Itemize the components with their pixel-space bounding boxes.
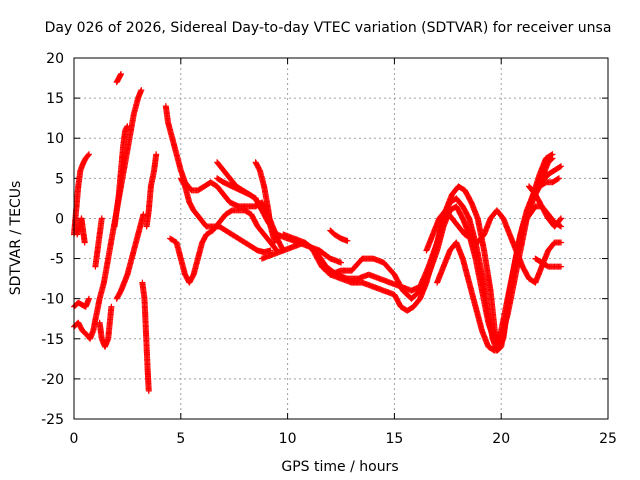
series-arc-22 xyxy=(423,207,564,286)
y-tick-label: 20 xyxy=(46,51,64,67)
data-point-plus-marker xyxy=(558,263,564,270)
data-point-plus-marker xyxy=(271,239,278,246)
data-point-plus-marker xyxy=(558,239,564,246)
data-point-plus-marker xyxy=(124,123,131,130)
data-point-plus-marker xyxy=(108,303,115,310)
data-point-plus-marker xyxy=(344,237,351,244)
data-point-plus-marker xyxy=(98,215,105,222)
data-point-plus-marker xyxy=(556,164,563,170)
x-tick-label: 15 xyxy=(385,431,403,447)
data-point-plus-marker xyxy=(85,152,92,159)
series-arc-11 xyxy=(143,151,160,230)
chart-title: Day 026 of 2026, Sidereal Day-to-day VTE… xyxy=(45,20,612,36)
series-arc-04 xyxy=(74,215,88,246)
axis-layer: 0 5 10 15 20 25 -25 -20 -15 -10 -5 0 5 10 15 20 xyxy=(41,51,617,447)
series-arc-14 xyxy=(177,175,274,256)
series-arc-06 xyxy=(96,303,115,350)
data-marks xyxy=(71,71,564,394)
series-arc-07 xyxy=(111,123,131,230)
data-point-plus-marker xyxy=(138,87,145,94)
series-arc-08 xyxy=(113,71,124,86)
series-arc-16 xyxy=(214,175,265,214)
series-arc-01 xyxy=(71,151,92,238)
data-point-plus-marker xyxy=(118,71,124,77)
plot-frame xyxy=(73,57,609,420)
series-arc-25 xyxy=(532,255,564,270)
data-point-plus-marker xyxy=(557,216,564,223)
data-point-plus-marker xyxy=(153,151,160,158)
y-tick-label: -5 xyxy=(50,252,64,268)
series-arc-20 xyxy=(327,151,556,346)
data-point-plus-marker xyxy=(81,239,88,246)
data-point-plus-marker xyxy=(558,163,564,170)
data-point-plus-marker xyxy=(338,259,344,266)
x-tick-label: 5 xyxy=(176,431,185,447)
series-arc-05 xyxy=(92,215,105,270)
y-tick-label: -20 xyxy=(41,372,64,388)
y-tick-label: 0 xyxy=(55,211,64,227)
y-tick-label: -10 xyxy=(41,292,64,308)
y-tick-label: 5 xyxy=(55,171,64,187)
y-tick-label: 15 xyxy=(46,91,64,107)
data-point-plus-marker xyxy=(558,215,564,222)
series-arc-10 xyxy=(139,279,152,394)
data-point-plus-marker xyxy=(145,387,152,394)
x-tick-label: 25 xyxy=(599,431,617,447)
x-tick-label: 10 xyxy=(279,431,297,447)
y-tick-label: -15 xyxy=(41,332,64,348)
series-arc-26 xyxy=(532,163,564,198)
data-point-plus-marker xyxy=(86,151,92,158)
x-tick-label: 20 xyxy=(492,431,510,447)
x-axis-label: GPS time / hours xyxy=(281,459,398,475)
data-point-plus-marker xyxy=(259,207,265,214)
series-arc-21 xyxy=(327,227,351,244)
y-tick-label: 10 xyxy=(46,131,64,147)
data-point-plus-marker xyxy=(554,176,561,182)
series-arc-17 xyxy=(252,159,278,246)
y-axis-label: SDTVAR / TECUs xyxy=(8,181,24,296)
series-arc-23 xyxy=(434,175,562,354)
y-tick-label: -25 xyxy=(41,412,64,428)
data-point-plus-marker xyxy=(555,175,562,182)
series-arc-09 xyxy=(113,211,147,302)
x-tick-label: 0 xyxy=(70,431,79,447)
series-arc-03 xyxy=(71,295,92,310)
series-arc-13 xyxy=(167,207,280,286)
data-point-plus-marker xyxy=(86,295,92,302)
data-point-plus-marker xyxy=(558,223,564,230)
data-point-plus-marker xyxy=(549,151,556,158)
